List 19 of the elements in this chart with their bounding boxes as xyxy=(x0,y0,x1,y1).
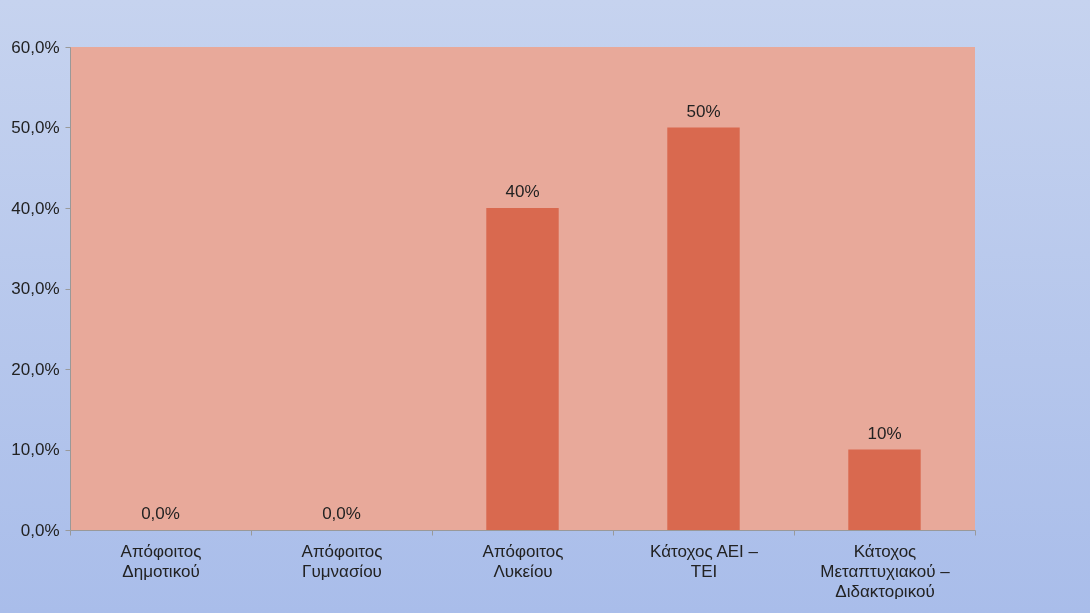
data-label: 50% xyxy=(686,101,721,121)
y-tick-label: 40,0% xyxy=(11,198,60,218)
x-tick-label: Απόφοιτος Δημοτικού xyxy=(120,541,202,581)
x-tick-label: Κάτοχος ΑΕΙ – ΤΕΙ xyxy=(650,541,759,581)
y-tick-label: 10,0% xyxy=(11,440,60,459)
x-tick-label: Απόφοιτος Γυμνασίου xyxy=(301,541,383,581)
data-label: 40% xyxy=(505,182,540,201)
bar xyxy=(848,449,921,530)
y-tick-label: 20,0% xyxy=(11,359,60,379)
x-tick-label: Απόφοιτος Λυκείου xyxy=(482,541,564,581)
bar xyxy=(667,127,740,530)
bar xyxy=(486,208,559,530)
y-tick-label: 60,0% xyxy=(11,37,60,57)
y-tick-label: 50,0% xyxy=(11,118,60,137)
y-tick-label: 30,0% xyxy=(11,279,60,298)
data-label: 0,0% xyxy=(141,504,180,523)
y-tick-label: 0,0% xyxy=(20,520,60,540)
data-label: 0,0% xyxy=(322,504,361,523)
data-label: 10% xyxy=(867,423,902,443)
